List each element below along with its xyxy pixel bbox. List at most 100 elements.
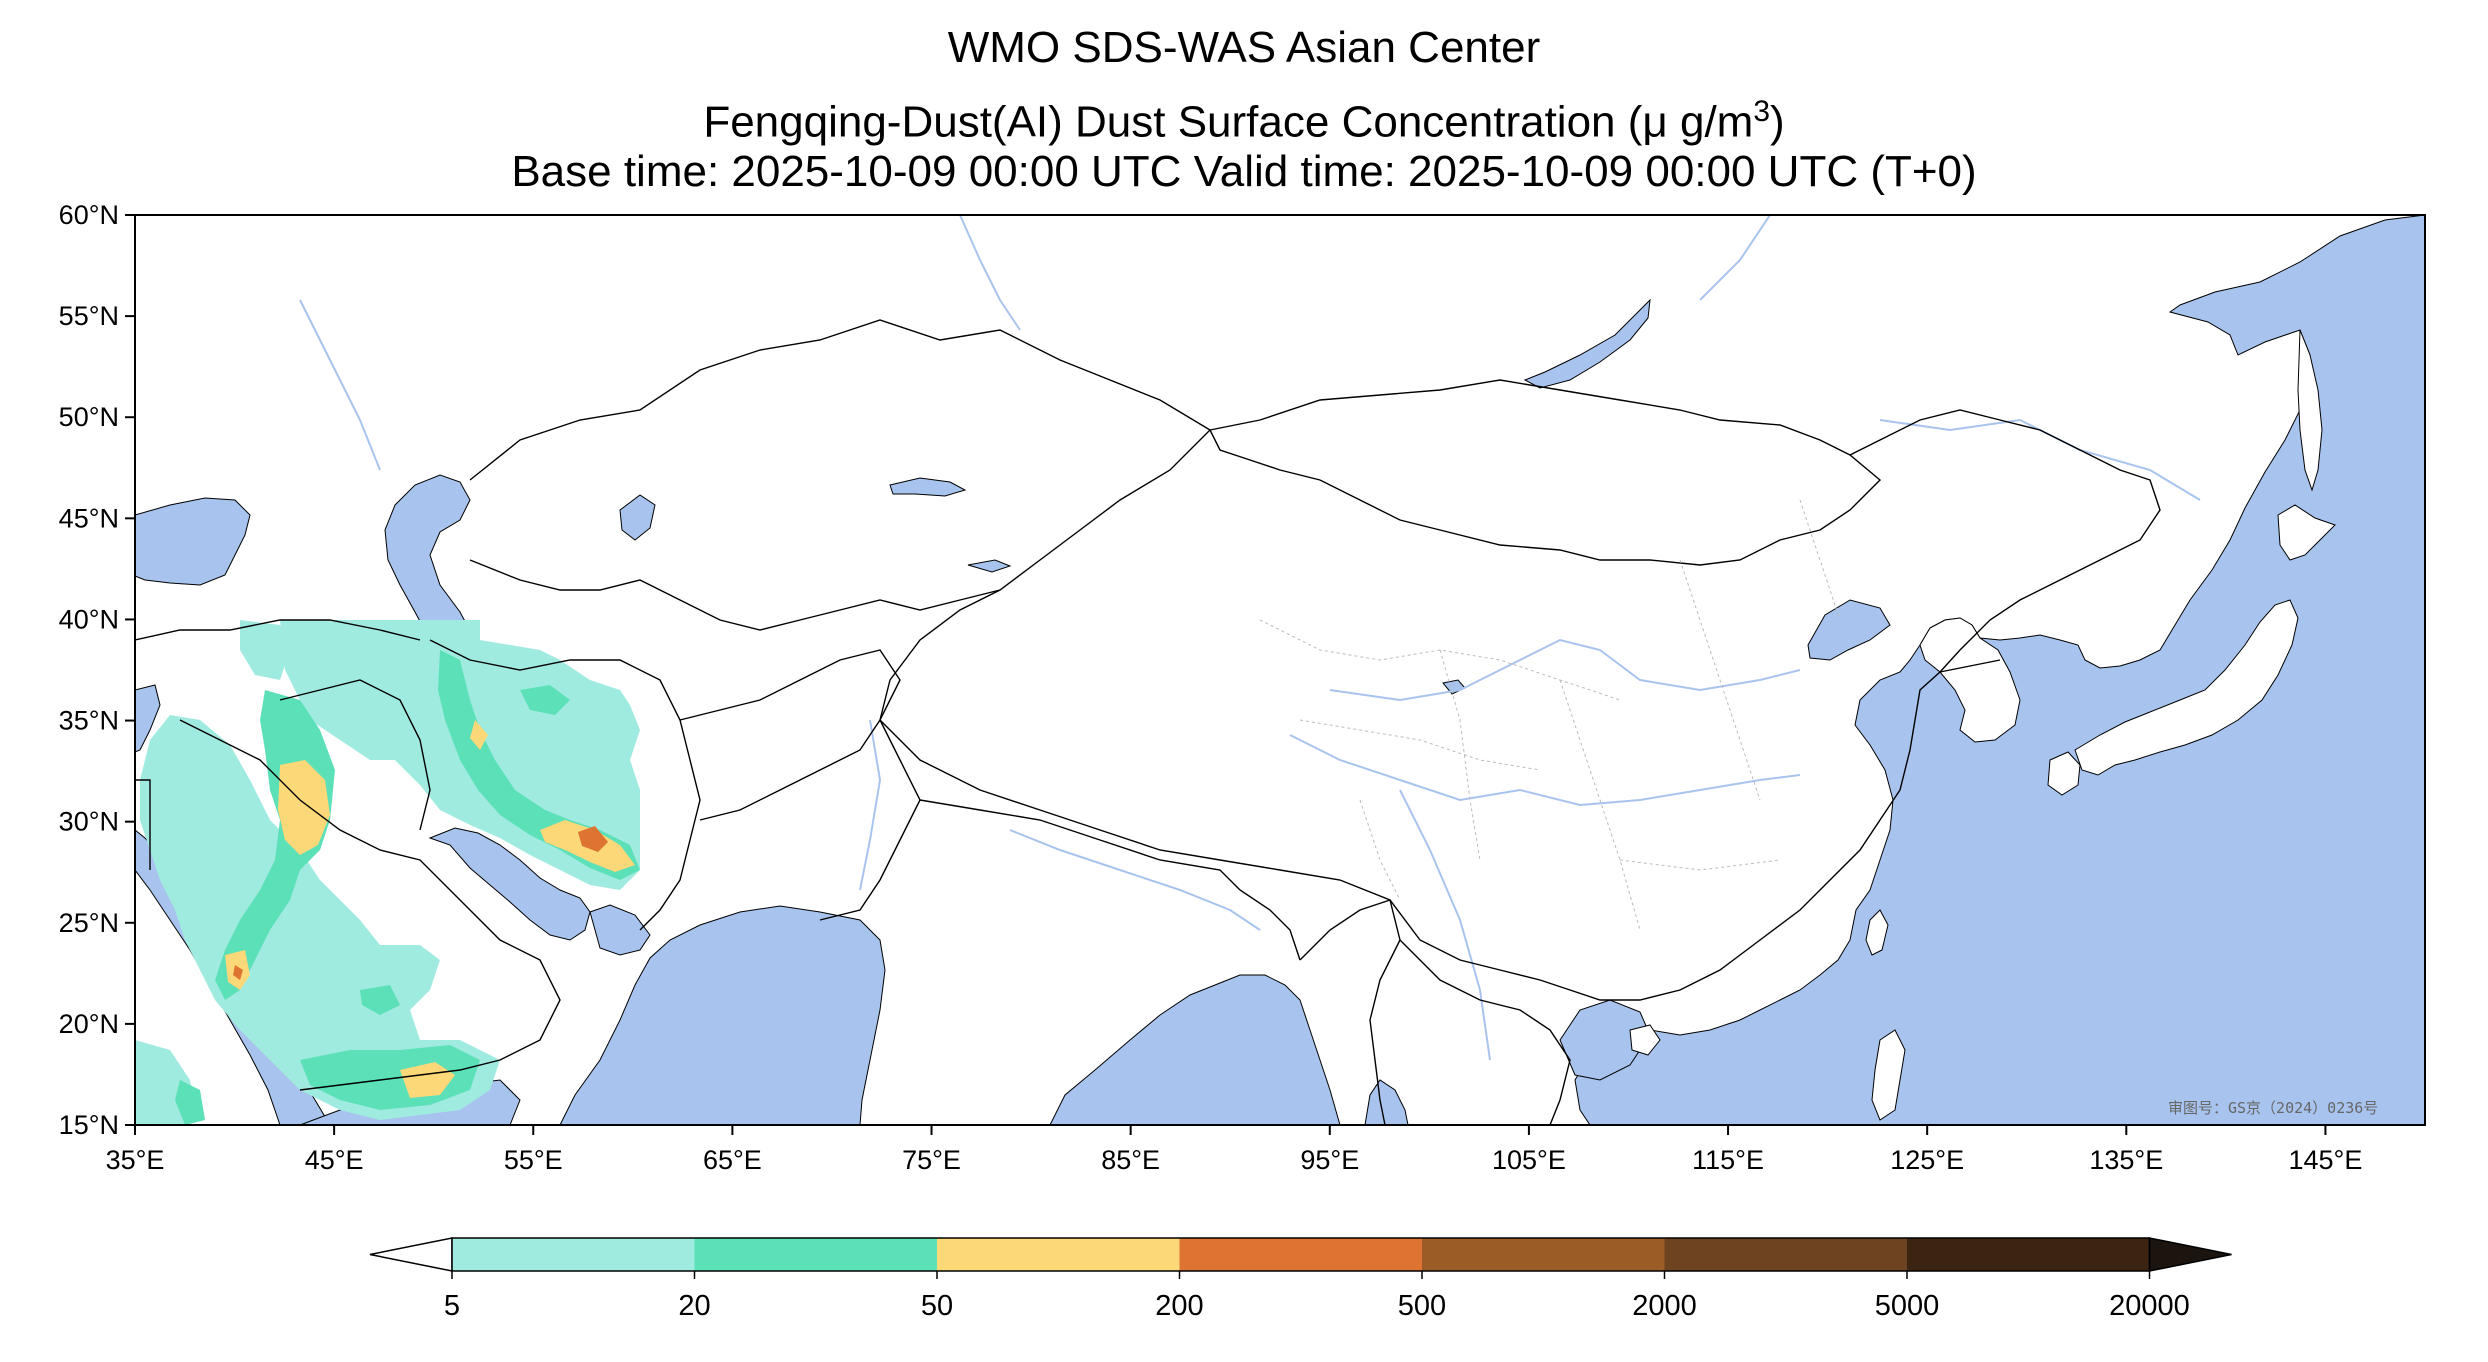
china-border <box>879 409 2161 1001</box>
lon-tick-label: 125°E <box>1890 1145 1964 1175</box>
colorbar-tick-label: 200 <box>1155 1290 1203 1322</box>
lon-tick-label: 35°E <box>106 1145 165 1175</box>
map-title: WMO SDS-WAS Asian Center <box>947 23 1541 72</box>
colorbar-tick-label: 20000 <box>2109 1290 2190 1322</box>
luzon <box>1871 1029 1906 1121</box>
lon-tick-label: 85°E <box>1101 1145 1160 1175</box>
taiwan <box>1865 909 1889 956</box>
ob-river <box>959 215 1021 331</box>
dust-region-20-50 <box>175 1080 205 1125</box>
colorbar-under-arrow <box>369 1237 453 1272</box>
colorbar-segment <box>1907 1238 2150 1271</box>
gulf-of-oman <box>589 904 651 956</box>
province-borders <box>1259 499 1841 931</box>
lat-tick-label: 35°N <box>59 706 119 736</box>
hainan <box>1629 1024 1661 1056</box>
lon-tick-label: 105°E <box>1492 1145 1566 1175</box>
yellow-river <box>1329 638 1801 702</box>
lon-tick-label: 135°E <box>2089 1145 2163 1175</box>
lena-river <box>1699 215 1771 301</box>
mekong-river <box>1399 789 1491 1061</box>
india-border <box>919 799 1301 961</box>
egypt-border <box>135 779 151 870</box>
dust-region-5-20 <box>240 620 290 680</box>
lat-tick-label: 50°N <box>59 402 119 432</box>
dust-region-50-200 <box>400 1062 455 1098</box>
bay-of-bengal <box>1049 974 1341 1125</box>
lon-tick-label: 95°E <box>1300 1145 1359 1175</box>
map-subtitle: Fengqing-Dust(AI) Dust Surface Concentra… <box>0 86 2488 149</box>
japan-hokkaido <box>2277 504 2336 561</box>
lon-tick-label: 145°E <box>2289 1145 2363 1175</box>
colorbar-segment <box>1664 1238 1907 1271</box>
country-borders <box>135 319 2161 1125</box>
north-korea-border <box>1939 659 2001 673</box>
korean-peninsula <box>1919 617 2021 743</box>
map-frame <box>134 214 2426 1126</box>
iraq-border <box>279 679 431 831</box>
ganges-river <box>1009 829 1261 931</box>
colorbar-over-arrow <box>2148 1237 2232 1272</box>
lake-balkhash <box>889 477 967 497</box>
lake-baikal <box>1523 298 1651 389</box>
pakistan-border <box>819 719 921 921</box>
mediterranean-sea <box>135 684 161 753</box>
aral-sea <box>619 494 656 541</box>
lat-tick-label: 15°N <box>59 1110 119 1140</box>
japan-kyushu <box>2047 751 2081 796</box>
colorbar-segment <box>937 1238 1180 1271</box>
turkey-border <box>135 619 421 641</box>
afghanistan-border <box>679 649 901 821</box>
islands <box>1629 329 2336 1121</box>
colorbar-segment <box>452 1238 695 1271</box>
colorbar-tick-label: 5000 <box>1875 1290 1940 1322</box>
time-info: Base time: 2025-10-09 00:00 UTC Valid ti… <box>511 147 1977 196</box>
bohai-sea <box>1807 599 1891 661</box>
persian-gulf <box>428 827 591 941</box>
lat-tick-label: 25°N <box>59 908 119 938</box>
review-number-stamp: 审图号：GS京（2024）0236号 <box>2168 1099 2378 1117</box>
dust-region-20-50 <box>360 985 400 1015</box>
colorbar-frame <box>451 1237 2151 1272</box>
map-area: 审图号：GS京（2024）0236号 <box>135 215 2425 1125</box>
dust-region-200-500 <box>578 826 608 852</box>
caspian-sea <box>384 474 476 661</box>
lon-tick-label: 55°E <box>504 1145 563 1175</box>
subtitle-unit: μ g/m <box>1642 97 1754 147</box>
colorbar-tick-label: 50 <box>921 1290 953 1322</box>
dust-region-20-50 <box>520 685 570 715</box>
kazakhstan-south-border <box>469 559 1001 631</box>
dust-region-5-20 <box>140 715 500 1120</box>
colorbar-tick-label: 5 <box>444 1290 460 1322</box>
dust-contours <box>135 620 640 1125</box>
colorbar-segment <box>694 1238 937 1271</box>
dust-region-200-500 <box>233 965 243 980</box>
colorbar-segment <box>1179 1238 1422 1271</box>
arabian-sea <box>559 905 886 1125</box>
colorbar-tick-label: 20 <box>678 1290 710 1322</box>
dust-region-50-200 <box>470 720 488 750</box>
longitude-axis: 35°E 45°E 55°E 65°E 75°E 85°E 95°E 105°E 115°E 12… <box>106 1125 2363 1175</box>
yangtze-river <box>1289 734 1801 807</box>
lat-tick-label: 20°N <box>59 1009 119 1039</box>
rivers <box>299 215 2201 1061</box>
mongolia-border <box>1208 379 1882 566</box>
lon-tick-label: 45°E <box>305 1145 364 1175</box>
lon-tick-label: 65°E <box>703 1145 762 1175</box>
black-sea <box>135 497 251 586</box>
andaman-sea <box>1364 1079 1409 1125</box>
latitude-axis: 60°N 55°N 50°N 45°N 40°N 35°N 30°N 25°N 20°N 15°N <box>59 200 135 1140</box>
lon-tick-label: 115°E <box>1692 1145 1764 1175</box>
lat-tick-label: 55°N <box>59 301 119 331</box>
lat-tick-label: 60°N <box>59 200 119 230</box>
subtitle-text: Fengqing-Dust(AI) Dust Surface Concentra… <box>703 97 1643 147</box>
indus-river <box>859 719 882 891</box>
colorbar-tick-label: 500 <box>1398 1290 1446 1322</box>
saudi-arabia-border <box>179 719 561 1091</box>
lat-tick-label: 45°N <box>59 503 119 533</box>
dust-region-50-200 <box>278 760 330 855</box>
colorbar: 5 20 50 200 500 2000 5000 20000 <box>369 1237 2232 1322</box>
russia-kazakhstan-border <box>469 319 1211 481</box>
lon-tick-label: 75°E <box>902 1145 961 1175</box>
